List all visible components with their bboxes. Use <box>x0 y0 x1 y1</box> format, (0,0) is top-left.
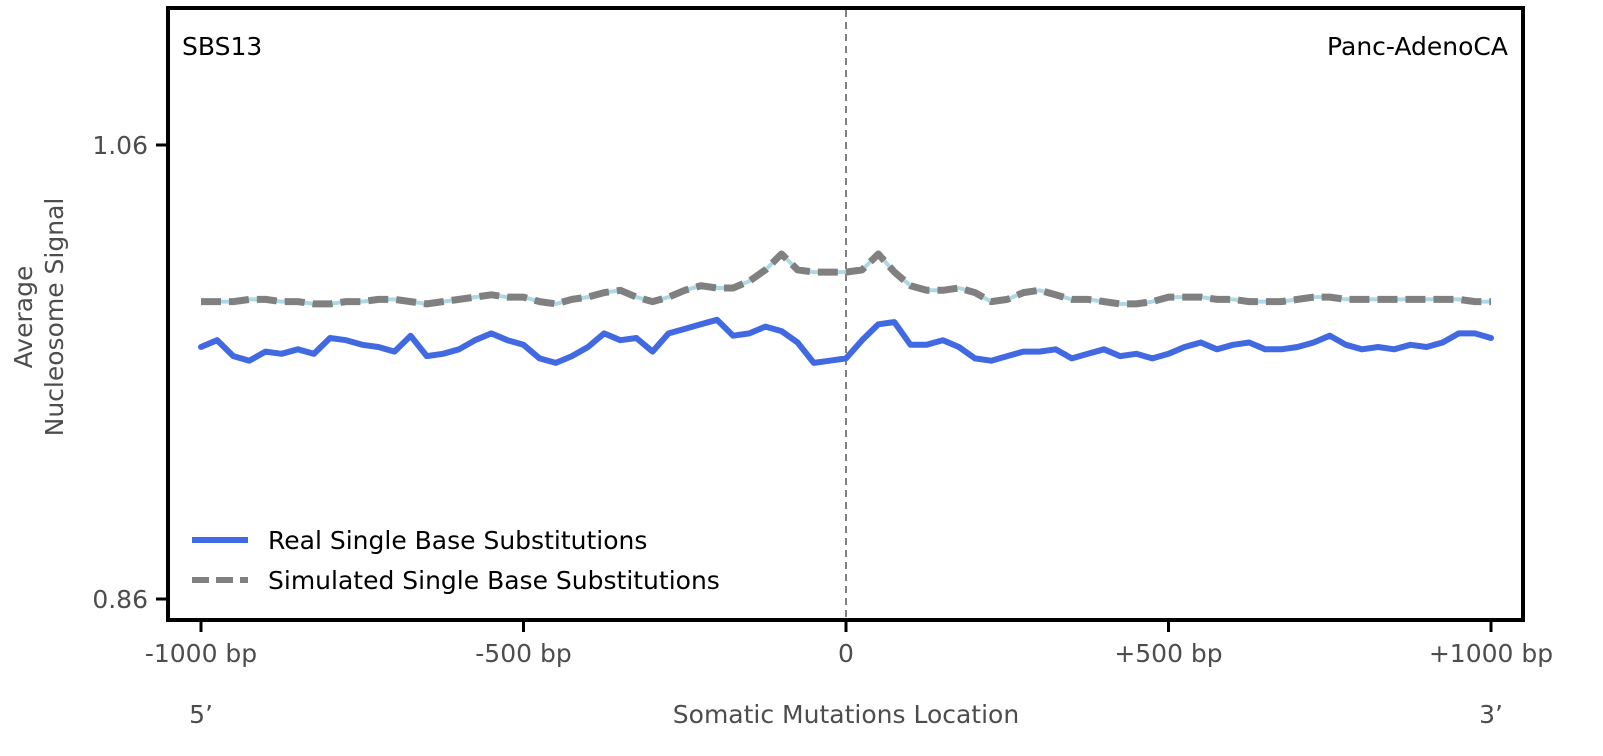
legend-label-real: Real Single Base Substitutions <box>268 526 647 555</box>
three-prime-label: 3’ <box>1479 700 1503 729</box>
x-tick-label: -500 bp <box>475 639 571 668</box>
legend-label-simulated: Simulated Single Base Substitutions <box>268 566 720 595</box>
y-tick-label: 1.06 <box>92 131 148 160</box>
x-axis-title: Somatic Mutations Location <box>673 700 1019 729</box>
x-tick-label: 0 <box>838 639 854 668</box>
y-axis-ticks: 1.06 0.86 <box>92 131 168 614</box>
series-layer <box>198 250 1494 366</box>
x-tick-label: -1000 bp <box>145 639 257 668</box>
x-tick-label: +1000 bp <box>1429 639 1553 668</box>
legend: Real Single Base Substitutions Simulated… <box>192 526 720 595</box>
x-axis-ticks: -1000 bp -500 bp 0 +500 bp +1000 bp <box>145 620 1553 668</box>
real-series-line <box>198 316 1494 366</box>
five-prime-label: 5’ <box>189 700 213 729</box>
y-axis-title: Average Nucleosome Signal <box>9 198 69 437</box>
y-axis-title-line1: Average <box>9 266 38 369</box>
cancer-type-label: Panc-AdenoCA <box>1327 32 1508 61</box>
simulated-series-line <box>201 250 1491 308</box>
y-tick-label: 0.86 <box>92 585 148 614</box>
signature-label: SBS13 <box>182 32 262 61</box>
y-axis-title-line2: Nucleosome Signal <box>40 198 69 437</box>
x-tick-label: +500 bp <box>1114 639 1222 668</box>
